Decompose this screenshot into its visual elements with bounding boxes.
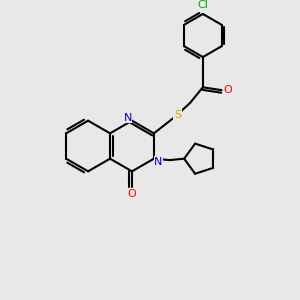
- Text: O: O: [224, 85, 232, 95]
- Text: O: O: [128, 188, 136, 199]
- Text: N: N: [154, 157, 162, 166]
- Text: S: S: [174, 110, 181, 120]
- Text: N: N: [124, 113, 132, 123]
- Text: Cl: Cl: [197, 0, 208, 10]
